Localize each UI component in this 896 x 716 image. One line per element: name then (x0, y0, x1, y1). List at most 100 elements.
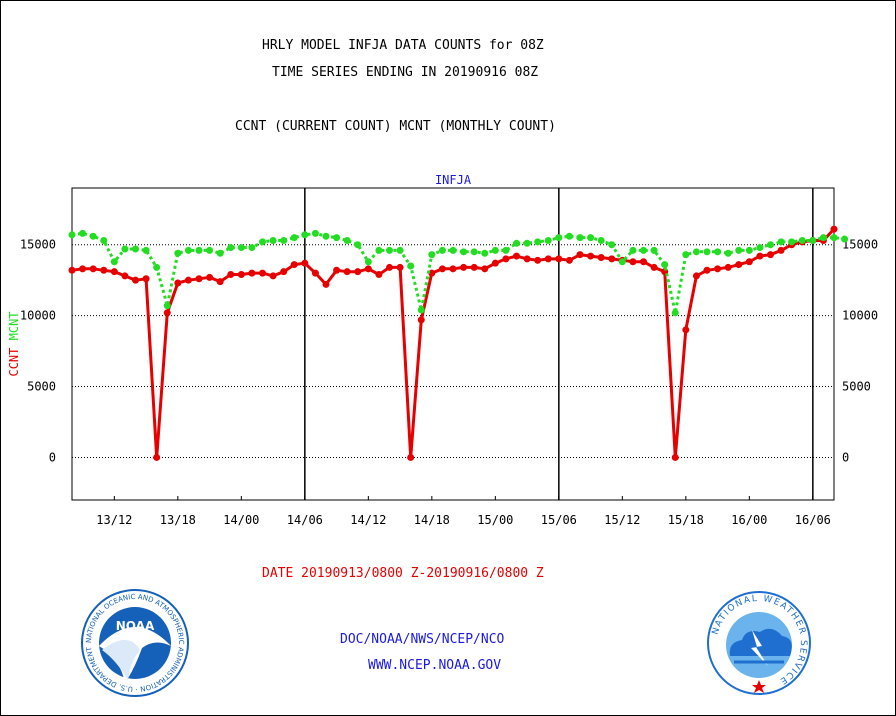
ccnt-axis-label: CCNT (7, 348, 21, 377)
series-point-ccnt (333, 266, 341, 274)
series-point-mcnt (195, 246, 203, 254)
x-tick-label: 13/18 (160, 513, 196, 527)
website-link[interactable]: WWW.NCEP.NOAA.GOV (368, 658, 502, 673)
series-point-mcnt (132, 245, 139, 253)
series-point-ccnt (640, 258, 647, 266)
series-point-ccnt (248, 269, 256, 277)
series-point-ccnt (354, 268, 362, 276)
x-tick-label: 16/06 (795, 513, 831, 527)
series-point-mcnt (608, 241, 616, 249)
series-point-ccnt (587, 252, 595, 260)
series-point-mcnt (184, 246, 192, 254)
series-point-ccnt (153, 453, 161, 461)
series-point-ccnt (216, 278, 224, 286)
series-point-mcnt (460, 248, 468, 256)
series-point-mcnt (640, 246, 647, 254)
series-point-mcnt (767, 241, 774, 249)
series-point-mcnt (311, 229, 319, 237)
series-point-mcnt (407, 262, 415, 270)
series-point-ccnt (417, 316, 425, 324)
series-point-ccnt (311, 269, 319, 277)
series-point-mcnt (100, 236, 108, 244)
series-point-mcnt (544, 236, 552, 244)
series-point-ccnt (735, 261, 743, 269)
series-point-mcnt (216, 249, 224, 257)
y-axis-label: CCNT MCNT (7, 311, 21, 376)
series-point-mcnt (788, 238, 796, 246)
series-point-ccnt (396, 263, 404, 271)
series-point-ccnt (555, 255, 563, 263)
x-tick-label: 15/06 (541, 513, 577, 527)
series-point-ccnt (89, 265, 97, 273)
series-point-ccnt (206, 273, 214, 281)
chart-title: INFJA (435, 173, 472, 187)
series-point-mcnt (121, 245, 129, 253)
series-point-ccnt (682, 326, 690, 334)
series-point-mcnt (375, 246, 383, 254)
series-point-mcnt (534, 238, 542, 246)
series-point-mcnt (259, 238, 266, 246)
series-point-mcnt (470, 248, 478, 256)
series-point-mcnt (819, 234, 827, 242)
noaa-logo: NATIONAL OCEANIC AND ATMOSPHERIC ADMINIS… (80, 588, 189, 697)
series-point-mcnt (745, 246, 753, 254)
series-point-mcnt (565, 232, 573, 240)
y-tick-label-right: 10000 (842, 309, 878, 323)
series-point-mcnt (661, 261, 669, 269)
series-point-mcnt (502, 246, 510, 254)
series-line-mcnt (71, 231, 845, 315)
series-point-ccnt (100, 266, 108, 274)
series-point-mcnt (364, 258, 372, 266)
series-point-mcnt (587, 234, 595, 242)
y-tick-label-left: 10000 (20, 309, 56, 323)
series-point-ccnt (692, 272, 700, 280)
series-point-ccnt (491, 259, 499, 267)
series-point-mcnt (206, 246, 214, 254)
series-point-mcnt (650, 246, 658, 254)
series-point-ccnt (671, 453, 679, 461)
series-point-ccnt (830, 225, 838, 233)
series-point-ccnt (481, 265, 489, 273)
series-point-ccnt (163, 309, 171, 317)
series-point-ccnt (386, 263, 393, 271)
series-point-ccnt (110, 268, 118, 276)
x-tick-label: 16/00 (731, 513, 767, 527)
series-point-mcnt (491, 246, 499, 254)
series-point-mcnt (354, 241, 362, 249)
series-point-ccnt (375, 271, 383, 279)
series-point-mcnt (513, 239, 520, 247)
series-point-ccnt (438, 265, 446, 273)
series-point-ccnt (290, 261, 298, 269)
nws-logo: NATIONAL WEATHER SERVICE (707, 591, 811, 695)
series-point-mcnt (386, 246, 393, 254)
series-point-ccnt (714, 265, 722, 273)
series-point-mcnt (280, 236, 288, 244)
series-point-ccnt (460, 263, 468, 271)
x-tick-label: 14/00 (223, 513, 259, 527)
series-point-ccnt (513, 252, 520, 260)
series-point-mcnt (438, 246, 446, 254)
y-tick-label-right: 5000 (842, 380, 871, 394)
series-point-mcnt (724, 249, 732, 257)
series-point-ccnt (301, 259, 309, 267)
y-tick-label-left: 0 (49, 450, 56, 464)
series-point-ccnt (259, 269, 266, 277)
series-point-mcnt (682, 251, 690, 259)
series-point-mcnt (301, 231, 309, 239)
series-point-ccnt (544, 255, 552, 263)
series-point-mcnt (269, 236, 277, 244)
series-point-ccnt (565, 256, 573, 264)
series-point-mcnt (735, 246, 743, 254)
series-point-ccnt (777, 246, 785, 254)
series-point-mcnt (798, 236, 806, 244)
series-point-ccnt (650, 263, 658, 271)
series-point-ccnt (79, 265, 87, 273)
series-point-mcnt (396, 246, 404, 254)
series-point-mcnt (703, 248, 711, 256)
title-line-2: TIME SERIES ENDING IN 20190916 08Z (272, 65, 539, 80)
x-tick-label: 15/00 (477, 513, 513, 527)
series-point-mcnt (841, 235, 849, 243)
series-point-mcnt (227, 244, 235, 252)
series-point-mcnt (449, 246, 457, 254)
series-point-ccnt (608, 255, 616, 263)
